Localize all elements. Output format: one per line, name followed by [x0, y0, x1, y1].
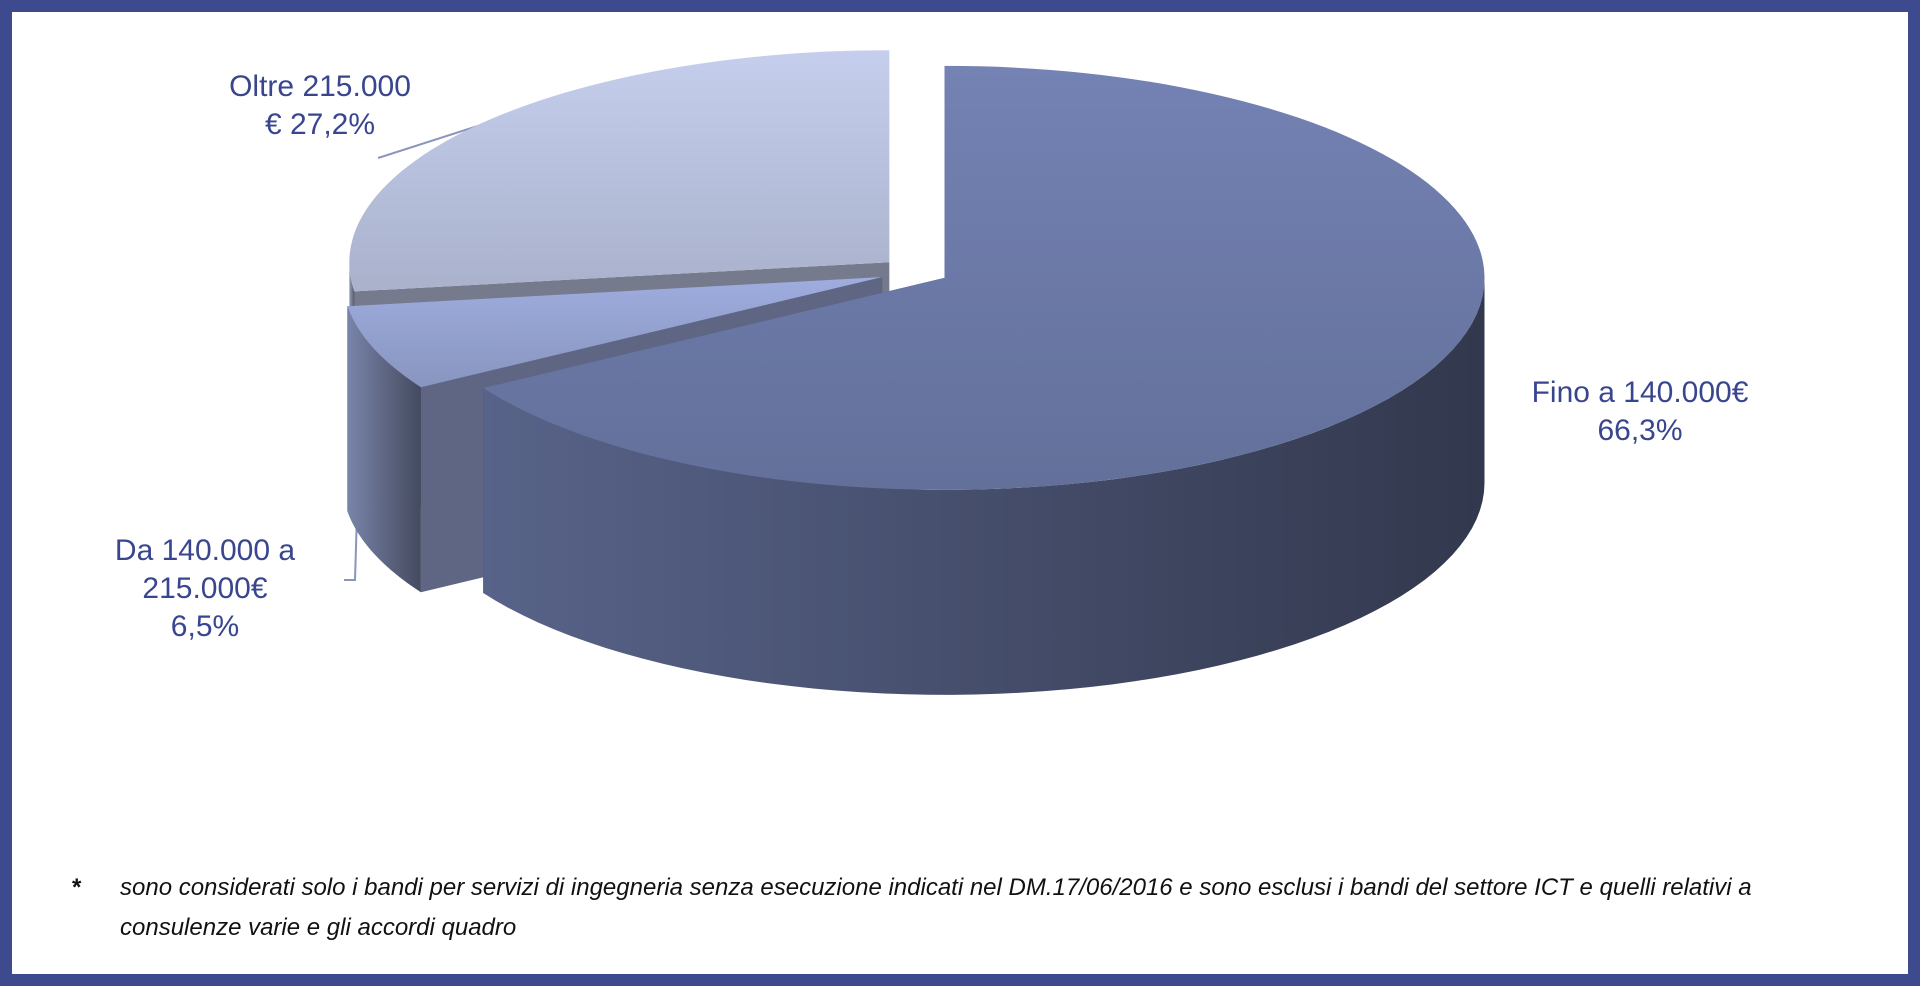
pie-slice — [347, 277, 883, 388]
category-label: Oltre 215.000 € — [229, 70, 411, 141]
value-label: 66,3% — [1597, 414, 1683, 447]
value-label: 27,2% — [289, 108, 376, 141]
value-label: 6,5% — [170, 610, 240, 643]
category-label: Fino a 140.000€ — [1531, 376, 1749, 409]
footnote-text: sono considerati solo i bandi per serviz… — [120, 874, 1752, 941]
pie-slice — [483, 65, 1485, 490]
slice-label: Fino a 140.000€ 66,3% — [1490, 374, 1790, 450]
slice-side — [483, 277, 1485, 695]
footnote: * sono considerati solo i bandi per serv… — [72, 868, 1812, 948]
slice-label: Oltre 215.000 € 27,2% — [220, 68, 420, 144]
slice-side — [347, 306, 421, 593]
slice-label: Da 140.000 a 215.000€ 6,5% — [70, 532, 340, 646]
footnote-marker: * — [72, 874, 82, 901]
pie-slice — [349, 50, 890, 292]
category-label: Da 140.000 a 215.000€ — [114, 534, 296, 605]
